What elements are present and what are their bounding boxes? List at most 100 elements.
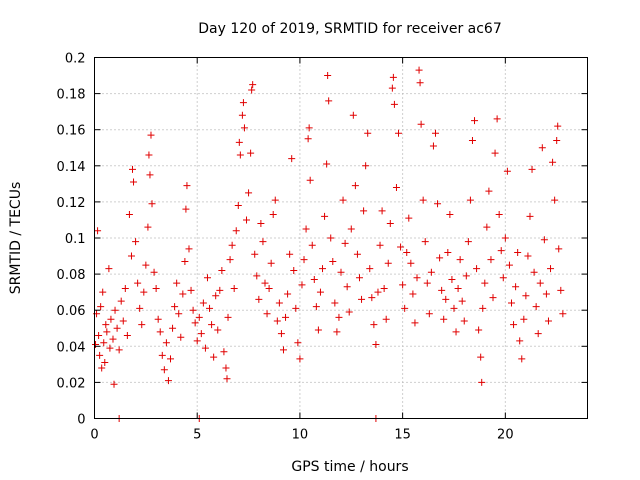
y-tick-label: 0.08 (57, 268, 86, 283)
data-point (501, 234, 509, 242)
data-point (100, 339, 108, 347)
data-point (471, 117, 479, 125)
data-point (275, 299, 283, 307)
chart-title: Day 120 of 2019, SRMTID for receiver ac6… (198, 21, 502, 37)
data-point (175, 310, 183, 318)
data-point (210, 353, 218, 361)
y-tick-label: 0.16 (57, 124, 86, 139)
data-point (460, 317, 468, 325)
data-point (416, 79, 424, 87)
data-point (401, 304, 409, 312)
data-point (536, 279, 544, 287)
data-point (466, 196, 474, 204)
data-point (156, 328, 164, 336)
x-tick-label: 20 (497, 428, 514, 443)
x-tick-label: 0 (90, 428, 98, 443)
data-point (253, 272, 261, 280)
data-point (121, 285, 129, 293)
data-point (273, 317, 281, 325)
data-point (479, 304, 487, 312)
data-point (485, 187, 493, 195)
data-point (481, 279, 489, 287)
data-point (417, 120, 425, 128)
data-point (142, 261, 150, 269)
data-point (239, 99, 247, 107)
y-tick-label: 0.14 (57, 160, 86, 175)
data-point (372, 340, 380, 348)
data-point (351, 182, 359, 190)
y-tick-label: 0.12 (57, 196, 86, 211)
data-point (360, 207, 368, 215)
data-point (339, 196, 347, 204)
data-point (212, 292, 220, 300)
data-point (208, 321, 216, 329)
data-point (442, 295, 450, 303)
data-point (440, 315, 448, 323)
data-point (464, 238, 472, 246)
data-point (314, 326, 322, 334)
x-tick-label: 5 (193, 428, 201, 443)
x-axis-label: GPS time / hours (291, 459, 408, 475)
data-point (177, 333, 185, 341)
data-point (294, 339, 302, 347)
data-point (179, 290, 187, 298)
data-point (98, 364, 106, 372)
data-point (160, 366, 168, 374)
data-point (171, 303, 179, 311)
data-point (551, 196, 559, 204)
data-point (364, 129, 372, 137)
data-point (532, 303, 540, 311)
data-point (162, 339, 170, 347)
data-point (245, 189, 253, 197)
data-point (434, 200, 442, 208)
data-point (337, 268, 345, 276)
data-point (147, 131, 155, 139)
data-point (152, 285, 160, 293)
data-point (454, 285, 462, 293)
y-tick-label: 0 (77, 413, 85, 428)
data-point (234, 202, 242, 210)
data-point (193, 337, 201, 345)
data-point (238, 111, 246, 119)
data-point (169, 324, 177, 332)
data-point (302, 225, 310, 233)
data-point (405, 214, 413, 222)
data-point (271, 196, 279, 204)
data-point (544, 317, 552, 325)
data-point (540, 236, 548, 244)
data-point (232, 227, 240, 235)
data-point (411, 319, 419, 327)
data-point (478, 378, 486, 386)
data-point (102, 321, 110, 329)
data-point (292, 304, 300, 312)
data-point (389, 73, 397, 81)
data-point (407, 259, 415, 267)
y-tick-label: 0.2 (65, 52, 86, 67)
data-point (399, 281, 407, 289)
data-point (277, 330, 285, 338)
data-point (505, 261, 513, 269)
data-point (167, 355, 175, 363)
data-point (390, 100, 398, 108)
x-tick-label: 10 (292, 428, 309, 443)
data-point (431, 129, 439, 137)
data-point (249, 81, 257, 89)
data-point (261, 279, 269, 287)
data-point (220, 348, 228, 356)
data-point (559, 310, 567, 318)
data-point (308, 241, 316, 249)
data-point (382, 315, 390, 323)
data-point (549, 158, 557, 166)
data-point (101, 359, 109, 367)
data-point (528, 165, 536, 173)
data-point (388, 84, 396, 92)
data-point (105, 265, 113, 273)
data-point (134, 279, 142, 287)
data-point (355, 274, 363, 282)
data-point (425, 310, 433, 318)
data-point (368, 294, 376, 302)
data-point (429, 142, 437, 150)
data-point (111, 306, 119, 314)
data-point (319, 265, 327, 273)
